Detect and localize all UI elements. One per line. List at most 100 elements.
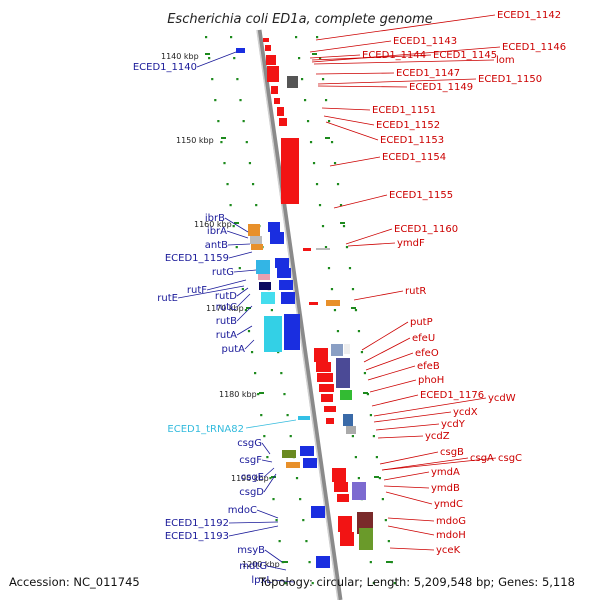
gene-block (268, 222, 280, 232)
gene-label-ruta[interactable]: rutA (216, 330, 237, 341)
gene-label-eced1_1150[interactable]: ECED1_1150 (478, 74, 542, 85)
gene-label-puta[interactable]: putA (222, 344, 246, 355)
scale-tick (205, 53, 210, 55)
gene-label-msyb[interactable]: msyB (237, 545, 265, 556)
gene-label-rutr[interactable]: rutR (405, 286, 426, 297)
leader-line (228, 521, 279, 524)
gene-label-eced1_1147[interactable]: ECED1_1147 (396, 68, 460, 79)
gene-label-ymdb[interactable]: ymdB (431, 483, 460, 494)
leader-line (383, 471, 430, 481)
gene-label-ibra[interactable]: ibrA (207, 226, 227, 237)
gene-block (311, 506, 325, 518)
track-dot (254, 372, 257, 375)
gene-label-csgd[interactable]: csgD (239, 487, 264, 498)
gene-label-eced1_1152[interactable]: ECED1_1152 (376, 120, 440, 131)
gene-label-csgf[interactable]: csgF (239, 455, 262, 466)
gene-label-eced1_1159[interactable]: ECED1_1159 (165, 253, 229, 264)
leader-line (206, 279, 247, 291)
leader-line (228, 251, 253, 259)
track-dot (363, 372, 367, 375)
track-dot (205, 36, 208, 39)
leader-line (236, 287, 249, 297)
leader-line (329, 156, 381, 167)
scale-tick (312, 53, 317, 55)
gene-label-antb[interactable]: antB (205, 240, 228, 251)
gene-label-lpxl[interactable]: lpxL (251, 575, 272, 586)
leader-line (325, 121, 379, 141)
track-dot (299, 498, 302, 501)
track-dot (342, 225, 346, 228)
gene-label-eced1_1160[interactable]: ECED1_1160 (394, 224, 458, 235)
gene-label-rutf[interactable]: rutF (187, 285, 207, 296)
gene-label-rutg[interactable]: rutG (212, 267, 234, 278)
gene-block (286, 462, 300, 468)
gene-label-eced1_1143[interactable]: ECED1_1143 (393, 36, 457, 47)
gene-label-efeo[interactable]: efeO (415, 348, 439, 359)
gene-label-eced1_1151[interactable]: ECED1_1151 (372, 105, 436, 116)
track-dot (208, 57, 211, 60)
gene-label-eced1_1146[interactable]: ECED1_1146 (502, 42, 566, 53)
rna-gene-label[interactable]: ECED1_tRNA82 (167, 424, 244, 435)
gene-block (316, 248, 330, 250)
gene-label-ymda[interactable]: ymdA (431, 467, 460, 478)
track-dot (302, 519, 305, 522)
gene-label-ycek[interactable]: yceK (436, 545, 461, 556)
scale-tick (340, 222, 345, 224)
gene-label-eced1_1193[interactable]: ECED1_1193 (165, 531, 229, 542)
gene-label-rutc[interactable]: rutC (216, 302, 237, 313)
gene-label-eced1_1155[interactable]: ECED1_1155 (389, 190, 453, 201)
gene-label-ycdw[interactable]: ycdW (488, 393, 516, 404)
gene-block (271, 86, 278, 94)
gene-label-csgb[interactable]: csgB (440, 447, 464, 458)
gene-block (326, 300, 340, 306)
gene-label-eced1_1153[interactable]: ECED1_1153 (380, 135, 444, 146)
gene-label-eced1_1192[interactable]: ECED1_1192 (165, 518, 229, 529)
gene-label-csgc[interactable]: csgC (498, 453, 522, 464)
track-dot (306, 120, 310, 123)
gene-label-rute[interactable]: rutE (157, 293, 178, 304)
track-dot (321, 78, 325, 81)
gene-label-ycdz[interactable]: ycdZ (425, 431, 450, 442)
gene-label-ymdf[interactable]: ymdF (397, 238, 425, 249)
gene-label-csga[interactable]: csgA (470, 453, 494, 464)
gene-label-ymdc[interactable]: ymdC (434, 499, 463, 510)
gene-label-mdoh[interactable]: mdoH (436, 530, 466, 541)
gene-label-eced1_1140[interactable]: ECED1_1140 (133, 62, 197, 73)
gene-label-csgg[interactable]: csgG (237, 438, 262, 449)
gene-label-efeu[interactable]: efeU (412, 333, 435, 344)
leader-line (177, 285, 245, 299)
track-dot (244, 309, 248, 312)
gene-label-phoh[interactable]: phoH (418, 375, 444, 386)
leader-line (383, 485, 430, 489)
gene-label-eced1_1145[interactable]: ECED1_1145 (433, 50, 497, 61)
track-dot (242, 120, 245, 123)
gene-label-mdtg[interactable]: mdtG (239, 561, 267, 572)
gene-block (346, 426, 356, 434)
gene-features (236, 38, 373, 568)
gene-label-eced1_1142[interactable]: ECED1_1142 (497, 10, 561, 21)
gene-label-rutb[interactable]: rutB (216, 316, 237, 327)
leader-line (379, 451, 439, 465)
gene-label-lom[interactable]: lom (496, 55, 515, 66)
track-dot (266, 456, 269, 459)
track-dot (217, 120, 220, 123)
gene-label-putp[interactable]: putP (410, 317, 433, 328)
gene-label-mdoc[interactable]: mdoC (228, 505, 257, 516)
gene-label-ycdy[interactable]: ycdY (441, 419, 466, 430)
leader-line (321, 107, 371, 111)
gene-label-mdog[interactable]: mdoG (436, 516, 466, 527)
gene-label-eced1_1144[interactable]: ECED1_1144 (362, 50, 426, 61)
gene-block (340, 390, 352, 400)
gene-block (300, 446, 314, 456)
gene-label-ycdx[interactable]: ycdX (453, 407, 478, 418)
gene-label-csge[interactable]: csgE (241, 472, 264, 483)
gene-label-eced1_1176[interactable]: ECED1_1176 (420, 390, 484, 401)
gene-label-eced1_1154[interactable]: ECED1_1154 (382, 152, 446, 163)
track-dot (316, 36, 319, 39)
gene-label-eced1_1149[interactable]: ECED1_1149 (409, 82, 473, 93)
gene-label-efeb[interactable]: efeB (417, 361, 440, 372)
gene-label-ibrb[interactable]: ibrB (205, 213, 225, 224)
gene-label-rutd[interactable]: rutD (215, 291, 237, 302)
gene-block (281, 292, 295, 304)
gene-block (277, 268, 291, 278)
